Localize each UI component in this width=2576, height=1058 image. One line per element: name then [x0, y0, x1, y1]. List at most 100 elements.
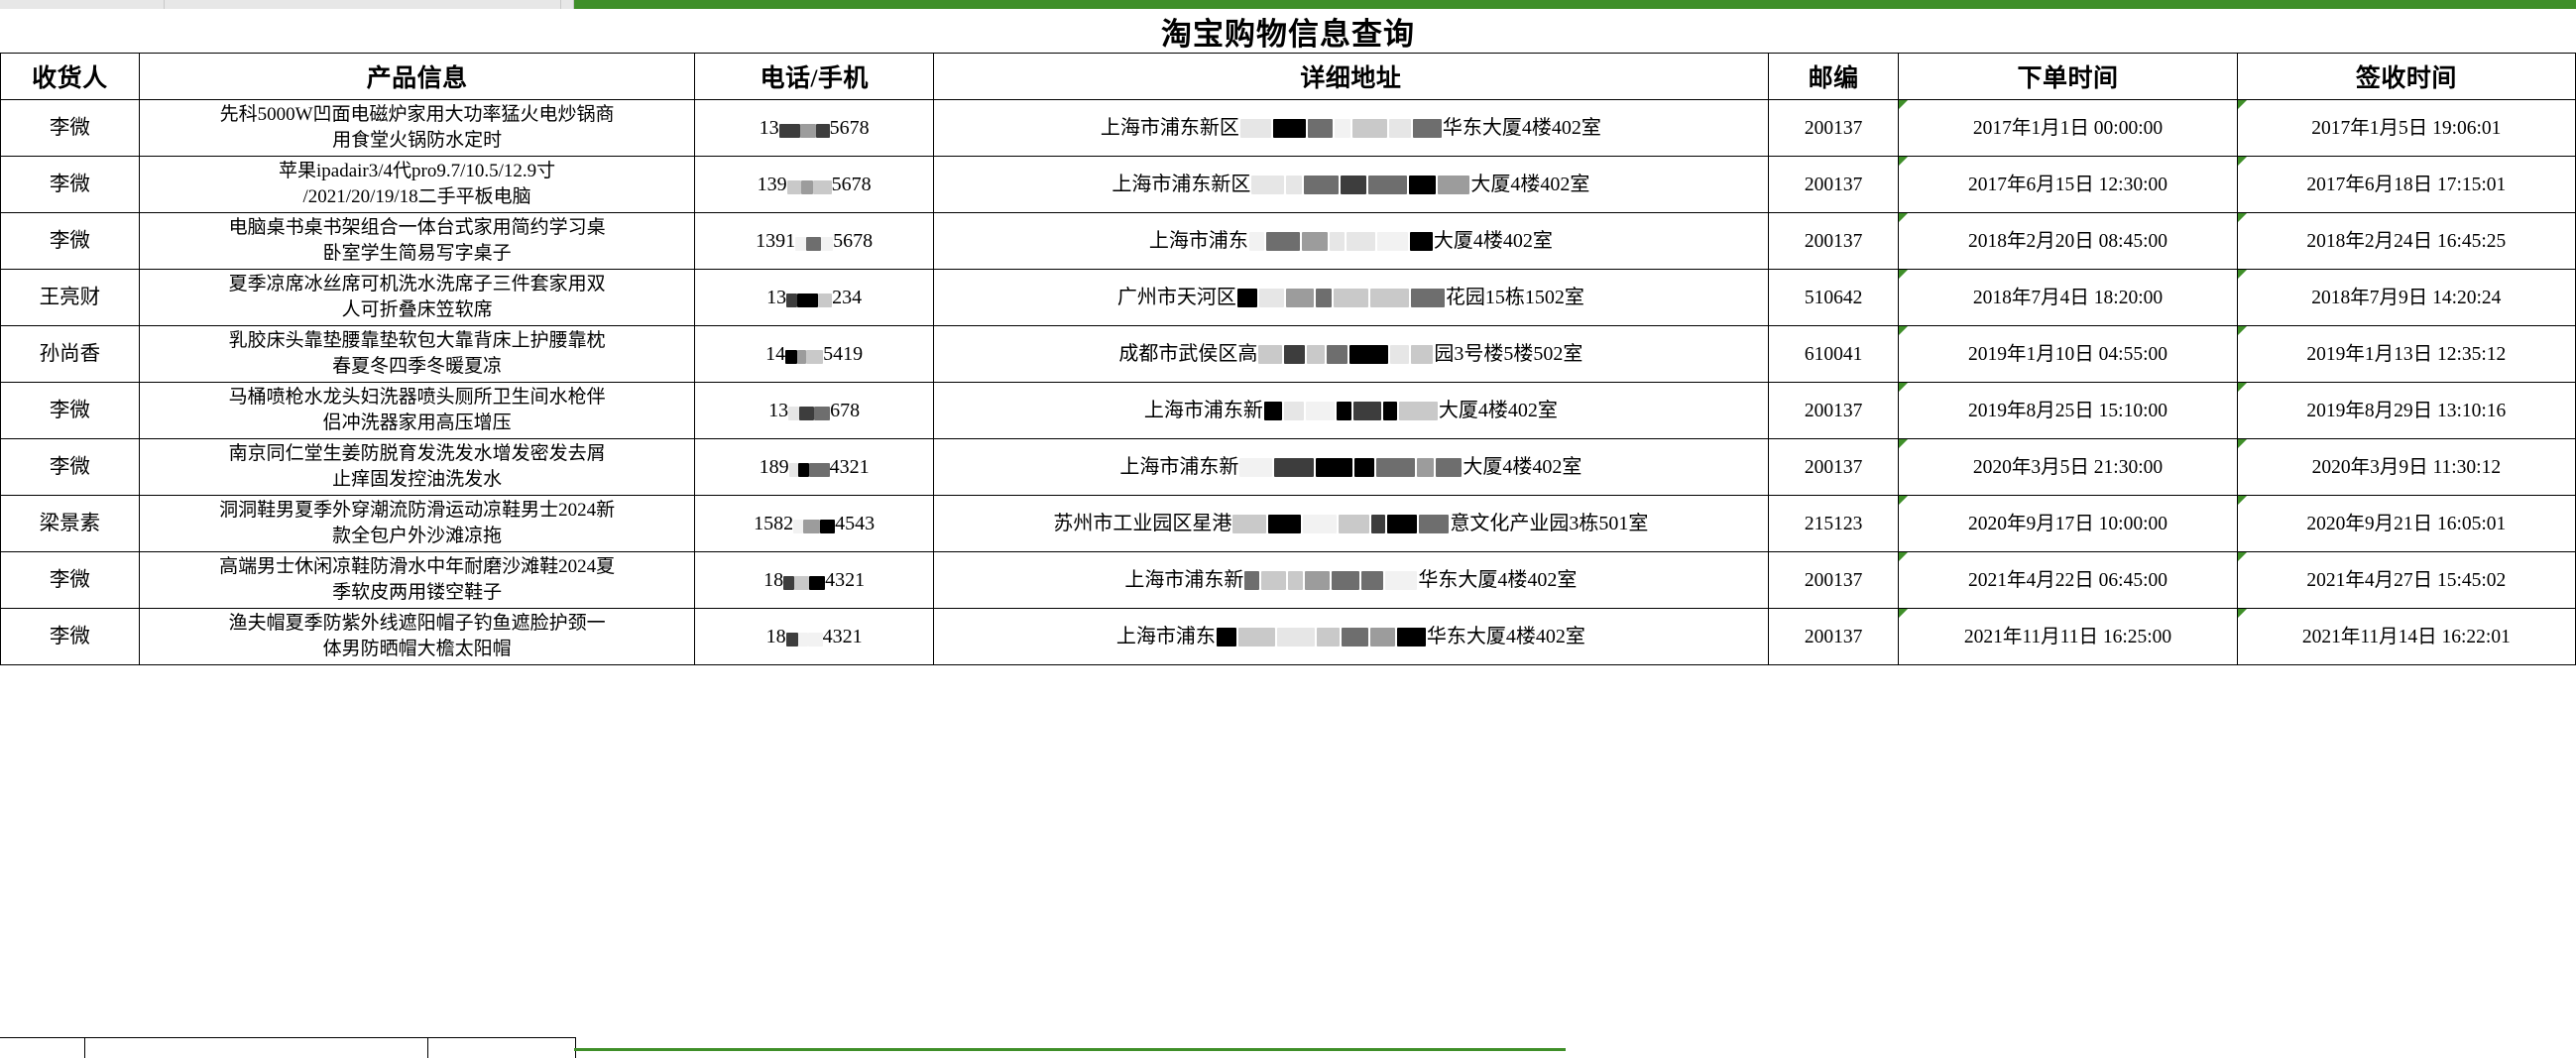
cell-phone[interactable]: 189 4321	[694, 438, 934, 496]
column-header-order-time[interactable]: 下单时间	[1898, 53, 2238, 100]
cell-address[interactable]: 苏州市工业园区星港 意文化产业园3栋501室	[932, 495, 1769, 552]
comment-marker-icon	[2237, 326, 2247, 335]
cell-sign-time[interactable]: 2017年6月18日 17:15:01	[2236, 156, 2576, 213]
cell-address[interactable]: 上海市浦东新 华东大厦4楼402室	[932, 551, 1769, 609]
cell-address[interactable]: 上海市浦东 华东大厦4楼402室	[932, 608, 1769, 665]
cell-product-info[interactable]: 先科5000W凹面电磁炉家用大功率猛火电炒锅商 用食堂火锅防水定时	[138, 99, 696, 157]
cell-order-time[interactable]: 2017年1月1日 00:00:00	[1898, 99, 2238, 157]
cell-phone[interactable]: 1582 4543	[694, 495, 934, 552]
address-redaction	[1236, 286, 1446, 310]
cell-address[interactable]: 上海市浦东新区 华东大厦4楼402室	[932, 99, 1769, 157]
cell-recipient[interactable]: 李微	[0, 438, 140, 496]
cell-product-info[interactable]: 渔夫帽夏季防紫外线遮阳帽子钓鱼遮脸护颈一 体男防晒帽大檐太阳帽	[138, 608, 696, 665]
cell-zipcode[interactable]: 215123	[1767, 495, 1900, 552]
cell-phone[interactable]: 18 4321	[694, 551, 934, 609]
cell-phone[interactable]: 13 5678	[694, 99, 934, 157]
redaction-block	[1304, 175, 1340, 194]
column-header-phone[interactable]: 电话/手机	[694, 53, 934, 100]
cell-order-time[interactable]: 2020年3月5日 21:30:00	[1898, 438, 2238, 496]
cell-product-info[interactable]: 马桶喷枪水龙头妇洗器喷头厕所卫生间水枪伴 侣冲洗器家用高压增压	[138, 382, 696, 439]
cell-zipcode[interactable]: 200137	[1767, 156, 1900, 213]
cell-recipient[interactable]: 孙尚香	[0, 325, 140, 383]
phone-prefix: 13	[768, 399, 789, 421]
cell-zipcode[interactable]: 510642	[1767, 269, 1900, 326]
cell-recipient[interactable]: 王亮财	[0, 269, 140, 326]
cell-address[interactable]: 广州市天河区 花园15栋1502室	[932, 269, 1769, 326]
redaction-block	[1412, 118, 1442, 138]
cell-zipcode[interactable]: 200137	[1767, 438, 1900, 496]
cell-sign-time[interactable]: 2019年8月29日 13:10:16	[2236, 382, 2576, 439]
cell-sign-time[interactable]: 2021年4月27日 15:45:02	[2236, 551, 2576, 609]
column-header-sign-time[interactable]: 签收时间	[2236, 53, 2576, 100]
cell-zipcode[interactable]: 200137	[1767, 608, 1900, 665]
phone-suffix: 5678	[833, 229, 874, 252]
cell-address[interactable]: 成都市武侯区高 园3号楼5楼502室	[932, 325, 1769, 383]
cell-zipcode[interactable]: 200137	[1767, 382, 1900, 439]
cell-zipcode[interactable]: 200137	[1767, 212, 1900, 270]
cell-phone[interactable]: 14 5419	[694, 325, 934, 383]
cell-order-time[interactable]: 2021年4月22日 06:45:00	[1898, 551, 2238, 609]
cell-order-time[interactable]: 2020年9月17日 10:00:00	[1898, 495, 2238, 552]
cell-address[interactable]: 上海市浦东新 大厦4楼402室	[932, 382, 1769, 439]
cell-zipcode[interactable]: 200137	[1767, 551, 1900, 609]
cell-zipcode[interactable]: 610041	[1767, 325, 1900, 383]
redaction-block	[1352, 401, 1381, 420]
cell-phone[interactable]: 139 5678	[694, 156, 934, 213]
cell-product-info[interactable]: 高端男士休闲凉鞋防滑水中年耐磨沙滩鞋2024夏 季软皮两用镂空鞋子	[138, 551, 696, 609]
column-header-address[interactable]: 详细地址	[932, 53, 1769, 100]
cell-recipient[interactable]: 李微	[0, 212, 140, 270]
redaction-block	[1301, 231, 1328, 251]
redaction-block	[788, 406, 800, 420]
cell-order-time[interactable]: 2019年8月25日 15:10:00	[1898, 382, 2238, 439]
cell-recipient[interactable]: 梁景素	[0, 495, 140, 552]
cell-address[interactable]: 上海市浦东 大厦4楼402室	[932, 212, 1769, 270]
address-redaction	[1231, 512, 1450, 536]
redaction-block	[1354, 457, 1375, 477]
cell-product-info[interactable]: 洞洞鞋男夏季外穿潮流防滑运动凉鞋男士2024新 款全包户外沙滩凉拖	[138, 495, 696, 552]
cell-recipient[interactable]: 李微	[0, 608, 140, 665]
phone-redaction	[793, 513, 836, 534]
cell-order-time[interactable]: 2017年6月15日 12:30:00	[1898, 156, 2238, 213]
cell-address[interactable]: 上海市浦东新区 大厦4楼402室	[932, 156, 1769, 213]
cell-sign-time[interactable]: 2020年3月9日 11:30:12	[2236, 438, 2576, 496]
cell-phone[interactable]: 18 4321	[694, 608, 934, 665]
phone-redaction	[786, 174, 832, 195]
cell-sign-time[interactable]: 2019年1月13日 12:35:12	[2236, 325, 2576, 383]
cell-recipient[interactable]: 李微	[0, 551, 140, 609]
cell-product-info[interactable]: 南京同仁堂生姜防脱育发洗发水增发密发去屑 止痒固发控油洗发水	[138, 438, 696, 496]
cell-order-time[interactable]: 2021年11月11日 16:25:00	[1898, 608, 2238, 665]
redaction-block	[806, 236, 822, 251]
cell-order-time[interactable]: 2018年7月4日 18:20:00	[1898, 269, 2238, 326]
cell-sign-time[interactable]: 2018年7月9日 14:20:24	[2236, 269, 2576, 326]
redaction-block	[1283, 401, 1304, 420]
cell-sign-time[interactable]: 2017年1月5日 19:06:01	[2236, 99, 2576, 157]
product-line: 春夏冬四季冬暖夏凉	[332, 356, 503, 377]
cell-order-time[interactable]: 2019年1月10日 04:55:00	[1898, 325, 2238, 383]
phone-prefix: 13	[759, 116, 779, 139]
cell-recipient[interactable]: 李微	[0, 382, 140, 439]
order-time-text: 2020年3月5日 21:30:00	[1972, 456, 2164, 478]
redaction-block	[799, 406, 815, 420]
cell-product-info[interactable]: 电脑桌书桌书架组合一体台式家用简约学习桌 卧室学生简易写字桌子	[138, 212, 696, 270]
cell-order-time[interactable]: 2018年2月20日 08:45:00	[1898, 212, 2238, 270]
redaction-block	[800, 179, 813, 194]
cell-zipcode[interactable]: 200137	[1767, 99, 1900, 157]
column-header-product[interactable]: 产品信息	[138, 53, 696, 100]
cell-phone[interactable]: 1391 5678	[694, 212, 934, 270]
cell-recipient[interactable]: 李微	[0, 156, 140, 213]
cell-sign-time[interactable]: 2018年2月24日 16:45:25	[2236, 212, 2576, 270]
column-header-zipcode[interactable]: 邮编	[1767, 53, 1900, 100]
cell-sign-time[interactable]: 2021年11月14日 16:22:01	[2236, 608, 2576, 665]
cell-product-info[interactable]: 苹果ipadair3/4代pro9.7/10.5/12.9寸/2021/20/1…	[138, 156, 696, 213]
redaction-block	[820, 519, 836, 533]
column-header-recipient[interactable]: 收货人	[0, 53, 140, 100]
cell-product-info[interactable]: 乳胶床头靠垫腰靠垫软包大靠背床上护腰靠枕 春夏冬四季冬暖夏凉	[138, 325, 696, 383]
cell-phone[interactable]: 13 234	[694, 269, 934, 326]
cell-product-info[interactable]: 夏季凉席冰丝席可机洗水洗席子三件套家用双 人可折叠床笠软席	[138, 269, 696, 326]
cell-recipient[interactable]: 李微	[0, 99, 140, 157]
cell-sign-time[interactable]: 2020年9月21日 16:05:01	[2236, 495, 2576, 552]
cell-phone[interactable]: 13 678	[694, 382, 934, 439]
cell-address[interactable]: 上海市浦东新 大厦4楼402室	[932, 438, 1769, 496]
table-row: 梁景素 洞洞鞋男夏季外穿潮流防滑运动凉鞋男士2024新 款全包户外沙滩凉拖 1582 4…	[0, 495, 2576, 552]
bottom-cell-phone	[428, 1037, 576, 1058]
